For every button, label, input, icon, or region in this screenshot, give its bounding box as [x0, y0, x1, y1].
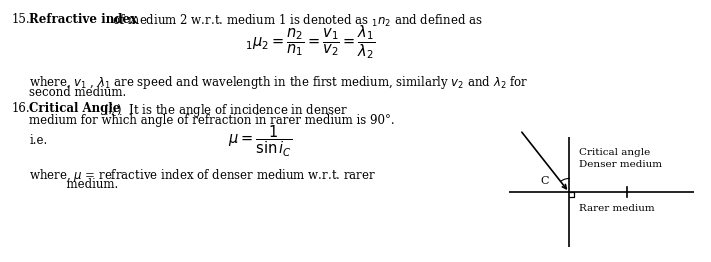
- Text: i.e.: i.e.: [29, 134, 48, 147]
- Text: where, $v_1$ , $\lambda_1$ are speed and wavelength in the first medium, similar: where, $v_1$ , $\lambda_1$ are speed and…: [29, 74, 528, 91]
- Text: 16.: 16.: [11, 102, 30, 115]
- Text: $\mu = \dfrac{1}{\sin i_C}$: $\mu = \dfrac{1}{\sin i_C}$: [228, 124, 293, 159]
- Text: medium.: medium.: [29, 178, 119, 192]
- Text: Critical Angle: Critical Angle: [29, 102, 121, 115]
- Text: Refractive index: Refractive index: [29, 13, 137, 26]
- Text: second medium.: second medium.: [29, 86, 127, 100]
- Text: of medium 2 w.r.t. medium 1 is denoted as $_{1}n_{2}$ and defined as: of medium 2 w.r.t. medium 1 is denoted a…: [109, 13, 483, 29]
- Text: $_{1}\mu_{2} = \dfrac{n_2}{n_1} = \dfrac{v_1}{v_2} = \dfrac{\lambda_1}{\lambda_2: $_{1}\mu_{2} = \dfrac{n_2}{n_1} = \dfrac…: [245, 23, 375, 61]
- Text: Denser medium: Denser medium: [579, 160, 662, 169]
- Text: where, $\mu$ = refractive index of denser medium w.r.t. rarer: where, $\mu$ = refractive index of dense…: [29, 167, 376, 184]
- Text: 15.: 15.: [11, 13, 30, 26]
- Text: C: C: [541, 176, 549, 186]
- Text: $(i_c)$  It is the angle of incidence in denser: $(i_c)$ It is the angle of incidence in …: [100, 102, 348, 119]
- Text: Critical angle: Critical angle: [579, 148, 651, 157]
- Text: Rarer medium: Rarer medium: [579, 204, 655, 213]
- Text: medium for which angle of refraction in rarer medium is 90°.: medium for which angle of refraction in …: [29, 114, 395, 127]
